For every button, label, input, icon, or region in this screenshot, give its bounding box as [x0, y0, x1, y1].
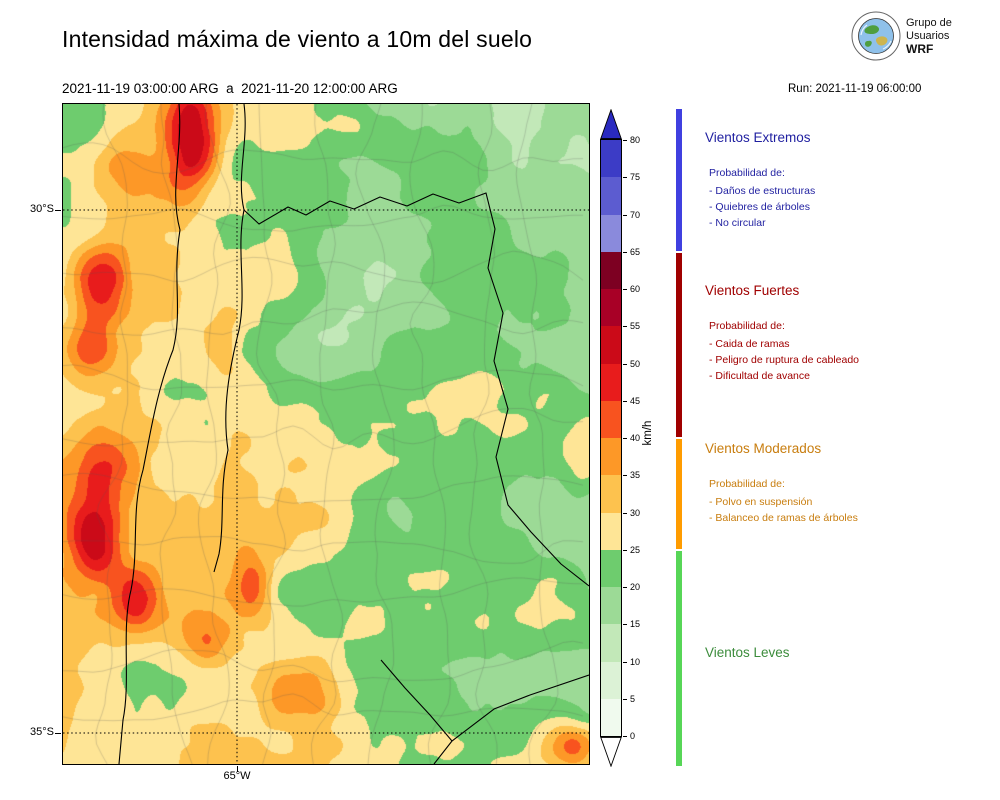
colorbar-under-arrow: [600, 737, 622, 767]
colorbar-tick-label: 40: [630, 433, 641, 443]
page-title: Intensidad máxima de viento a 10m del su…: [62, 26, 533, 52]
logo-text-line1: Grupo de: [906, 16, 952, 29]
province-boundary: [213, 104, 246, 573]
colorbar-tick-label: 0: [630, 731, 636, 741]
legend-title-fuertes: Vientos Fuertes: [705, 283, 800, 298]
legend-section-leves: Vientos Leves: [705, 645, 973, 682]
colorbar-tick-mark: [623, 177, 627, 179]
colorbar-segment: [601, 214, 621, 252]
colorbar-unit-label: km/h: [642, 420, 654, 446]
province-boundary: [380, 659, 453, 764]
legend-item: - Polvo en suspensión: [709, 496, 813, 508]
colorbar-tick-label: 75: [630, 172, 641, 183]
colorbar-tick-label: 10: [630, 656, 641, 667]
colorbar-tick-mark: [623, 289, 627, 290]
forecast-period: 2021-11-19 03:00:00 ARG a 2021-11-20 12:…: [62, 81, 398, 96]
colorbar-tick-label: 80: [630, 135, 641, 145]
legend-subtitle: Probabilidad de:: [709, 167, 785, 179]
colorbar-segment: [601, 438, 621, 476]
legend-bar-leves: [676, 551, 682, 766]
logo-text-line2: Usuarios: [906, 29, 950, 42]
legend-bar-fuertes: [676, 253, 682, 437]
colorbar-tick-label: 35: [630, 470, 641, 481]
legend-bar-extremos: [676, 109, 682, 251]
wrf-logo-block: Grupo de Usuarios WRF: [851, 11, 952, 61]
colorbar-tick-mark: [623, 475, 627, 477]
colorbar-tick-mark: [623, 698, 627, 700]
colorbar-tick-label: 5: [630, 693, 636, 704]
colorbar-tick-mark: [623, 251, 627, 253]
colorbar-tick-mark: [623, 624, 627, 626]
legend-item: - Peligro de ruptura de cableado: [709, 354, 860, 366]
logo-text: Grupo de Usuarios WRF: [906, 17, 952, 56]
colorbar-segment: [601, 363, 621, 401]
colorbar-tick-label: 60: [630, 284, 641, 294]
map-boundaries-overlay: [63, 104, 589, 764]
colorbar-segment: [601, 177, 621, 215]
legend-title-leves: Vientos Leves: [705, 645, 790, 660]
legend-section-extremos: Vientos Extremos Probabilidad de: - Daño…: [705, 130, 973, 231]
colorbar-tick-mark: [623, 326, 627, 328]
colorbar-segment: [601, 624, 621, 662]
province-boundary: [118, 104, 181, 764]
legend-item: - Quiebres de árboles: [709, 201, 810, 213]
colorbar-segment: [601, 140, 621, 178]
legend-section-moderados: Vientos Moderados Probabilidad de: - Pol…: [705, 441, 973, 526]
colorbar-tick-mark: [623, 661, 627, 663]
colorbar-segment: [601, 661, 621, 699]
legend-title-extremos: Vientos Extremos: [705, 130, 811, 145]
province-boundary: [243, 192, 589, 587]
colorbar-over-arrow: [600, 109, 622, 139]
colorbar-tick-mark: [623, 214, 627, 216]
legend-item: - No circular: [709, 217, 766, 229]
colorbar-segment: [601, 400, 621, 438]
lat-tick-30s: [55, 210, 61, 211]
colorbar-segment: [601, 475, 621, 513]
legend-bar-moderados: [676, 439, 682, 549]
colorbar-segment: [601, 587, 621, 625]
colorbar-tick-label: 15: [630, 619, 641, 630]
colorbar-segment: [601, 698, 621, 736]
legend-item: - Daños de estructuras: [709, 185, 816, 197]
colorbar-segment: [601, 289, 621, 327]
colorbar-segment: [601, 326, 621, 364]
colorbar-tick-label: 45: [630, 395, 641, 406]
legend-item: - Dificultad de avance: [709, 370, 810, 382]
colorbar-tick-mark: [623, 549, 627, 551]
legend-subtitle: Probabilidad de:: [709, 320, 785, 332]
colorbar-tick-label: 65: [630, 246, 641, 257]
colorbar-tick-mark: [623, 512, 627, 514]
legend-item: - Caida de ramas: [709, 338, 790, 350]
logo-text-wrf: WRF: [906, 41, 934, 56]
legend-item: - Balanceo de ramas de árboles: [709, 512, 858, 524]
colorbar-tick-label: 50: [630, 358, 641, 369]
wrf-globe-logo-icon: [851, 11, 901, 61]
colorbar-tick-mark: [623, 736, 627, 737]
colorbar: [600, 139, 622, 737]
lon-tick-65w: [237, 766, 238, 772]
lat-label-30s: 30°S: [30, 203, 54, 215]
lon-label-65w: 65°W: [223, 770, 251, 782]
colorbar-segment: [601, 251, 621, 289]
colorbar-tick-label: 25: [630, 544, 641, 555]
colorbar-tick-mark: [623, 363, 627, 365]
wind-map: [62, 103, 590, 765]
legend-section-fuertes: Vientos Fuertes Probabilidad de: - Caida…: [705, 283, 973, 384]
colorbar-tick-label: 20: [630, 582, 641, 592]
run-timestamp: Run: 2021-11-19 06:00:00: [788, 83, 922, 95]
colorbar-tick-label: 70: [630, 209, 641, 220]
colorbar-tick-mark: [623, 140, 627, 141]
legend-subtitle: Probabilidad de:: [709, 478, 785, 490]
colorbar-tick-mark: [623, 587, 627, 588]
colorbar-tick-label: 55: [630, 321, 641, 332]
province-boundary: [451, 674, 589, 742]
colorbar-segment: [601, 512, 621, 550]
colorbar-tick-mark: [623, 438, 627, 439]
legend-title-moderados: Vientos Moderados: [705, 441, 822, 456]
lat-tick-35s: [55, 733, 61, 734]
colorbar-tick-label: 30: [630, 507, 641, 518]
lat-label-35s: 35°S: [30, 726, 54, 738]
colorbar-tick-mark: [623, 400, 627, 402]
colorbar-segment: [601, 549, 621, 587]
